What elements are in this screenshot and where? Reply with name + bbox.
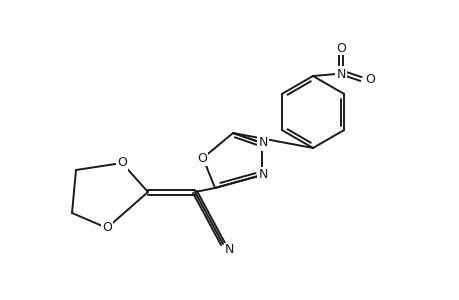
Text: O: O	[336, 41, 345, 55]
Text: O: O	[196, 152, 207, 164]
Text: O: O	[364, 73, 374, 85]
Text: O: O	[102, 221, 112, 235]
Text: N: N	[258, 169, 267, 182]
Text: N: N	[224, 244, 233, 256]
Text: N: N	[336, 68, 345, 80]
Text: O: O	[117, 157, 127, 169]
Text: N: N	[258, 136, 267, 149]
